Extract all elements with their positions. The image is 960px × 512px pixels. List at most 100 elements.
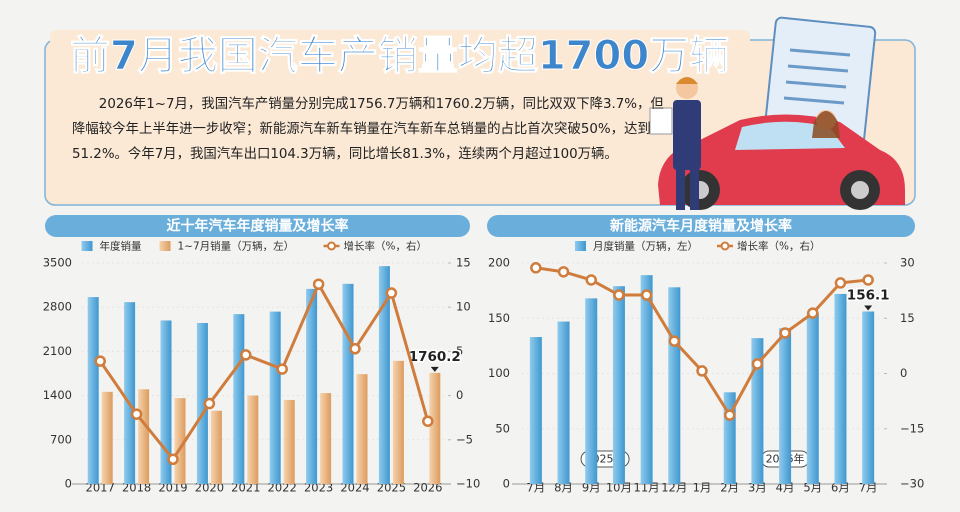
page-title: 前7月我国汽车产销量均超1700万辆 (70, 33, 729, 79)
line-marker (557, 266, 570, 278)
line-marker (862, 274, 874, 286)
y2-tick-label: −15 (900, 421, 924, 435)
bar (529, 337, 542, 484)
bar (283, 400, 295, 484)
series-line (98, 280, 430, 462)
line-marker (312, 278, 325, 290)
legend-label: 月度销量（万辆，左） (593, 240, 698, 253)
bar (210, 410, 222, 484)
y2-tick-label: 0 (456, 388, 463, 402)
y-tick-label: 3500 (43, 256, 72, 270)
line-marker (203, 397, 216, 410)
line-marker (640, 289, 653, 301)
bar (269, 311, 281, 484)
bar (101, 391, 113, 484)
bar (174, 398, 186, 484)
label-pointer (864, 305, 873, 311)
legend-label: 1~7月销量（万辆，左） (178, 240, 295, 253)
legend-label: 增长率（%，右） (737, 240, 820, 253)
bar (557, 321, 570, 484)
illustration (649, 16, 905, 210)
y-tick-label: 700 (50, 432, 72, 446)
bar (862, 311, 875, 484)
bar (87, 297, 99, 484)
y2-tick-label: −5 (456, 432, 473, 446)
line-marker (807, 307, 819, 319)
line-marker (585, 274, 597, 286)
chart-title: 新能源汽车月度销量及增长率 (610, 218, 792, 235)
y-tick-label: 2100 (43, 344, 72, 358)
y2-tick-label: 5 (456, 344, 463, 358)
line-marker (751, 358, 764, 370)
bar (196, 322, 208, 484)
legend-label: 增长率（%，右） (344, 240, 427, 253)
value-label: 1760.2 (409, 349, 461, 365)
legend-swatch (159, 241, 171, 251)
x-tick-label: 1月 (693, 481, 712, 495)
bar (247, 395, 259, 484)
line-marker (240, 349, 252, 361)
line-marker (779, 327, 791, 339)
y2-tick-label: 10 (456, 300, 471, 314)
line-marker (276, 363, 288, 375)
line-marker (613, 289, 625, 301)
bar (342, 283, 354, 484)
line-marker (94, 355, 106, 367)
bar (834, 293, 847, 484)
line-marker (167, 453, 179, 465)
title-box (50, 30, 750, 86)
y-tick-label: 1400 (43, 388, 72, 402)
label-pointer (430, 366, 439, 372)
y2-tick-label: 0 (900, 366, 907, 380)
y-tick-label: 200 (488, 256, 510, 270)
legend-swatch (81, 241, 93, 251)
legend-swatch (575, 241, 586, 251)
y2-tick-label: 15 (456, 256, 471, 270)
line-marker (723, 409, 736, 421)
line-marker (834, 277, 847, 289)
legend-marker (327, 241, 336, 251)
line-marker (385, 287, 398, 299)
y-tick-label: 100 (488, 366, 510, 380)
y-tick-label: 50 (495, 421, 510, 435)
line-marker (349, 342, 361, 355)
y-tick-label: 2800 (43, 300, 72, 314)
bar (779, 328, 792, 484)
bar (806, 312, 819, 484)
line-marker (696, 365, 708, 377)
bar (392, 360, 404, 484)
chart-title: 近十年汽车年度销量及增长率 (167, 218, 349, 235)
bar (160, 320, 172, 484)
bar (612, 286, 625, 484)
line-marker (668, 335, 681, 347)
bar (306, 288, 318, 484)
bar (429, 372, 441, 484)
y-tick-label: 0 (65, 477, 72, 491)
x-tick-label: 10月 (606, 481, 632, 495)
y-tick-label: 0 (503, 477, 510, 491)
legend-label: 年度销量 (100, 240, 142, 253)
chart-title-banner (487, 215, 915, 237)
x-tick-label: 11月 (634, 481, 660, 495)
bar (585, 298, 598, 484)
line-marker (422, 415, 434, 427)
value-label: 156.1 (847, 288, 890, 304)
bar (138, 389, 150, 484)
legend-marker (720, 241, 730, 251)
bar (320, 393, 332, 484)
bar (640, 275, 653, 484)
y-tick-label: 150 (488, 311, 510, 325)
bar (124, 302, 136, 484)
y2-tick-label: −10 (456, 477, 480, 491)
y2-tick-label: −30 (900, 477, 924, 491)
line-marker (130, 408, 143, 420)
y2-tick-label: 15 (900, 311, 915, 325)
chart-title-banner (45, 215, 470, 237)
bar (378, 266, 390, 484)
y2-tick-label: 30 (900, 256, 915, 270)
bar (233, 314, 245, 484)
line-marker (530, 262, 542, 274)
bar (356, 374, 368, 484)
bar (751, 338, 764, 484)
